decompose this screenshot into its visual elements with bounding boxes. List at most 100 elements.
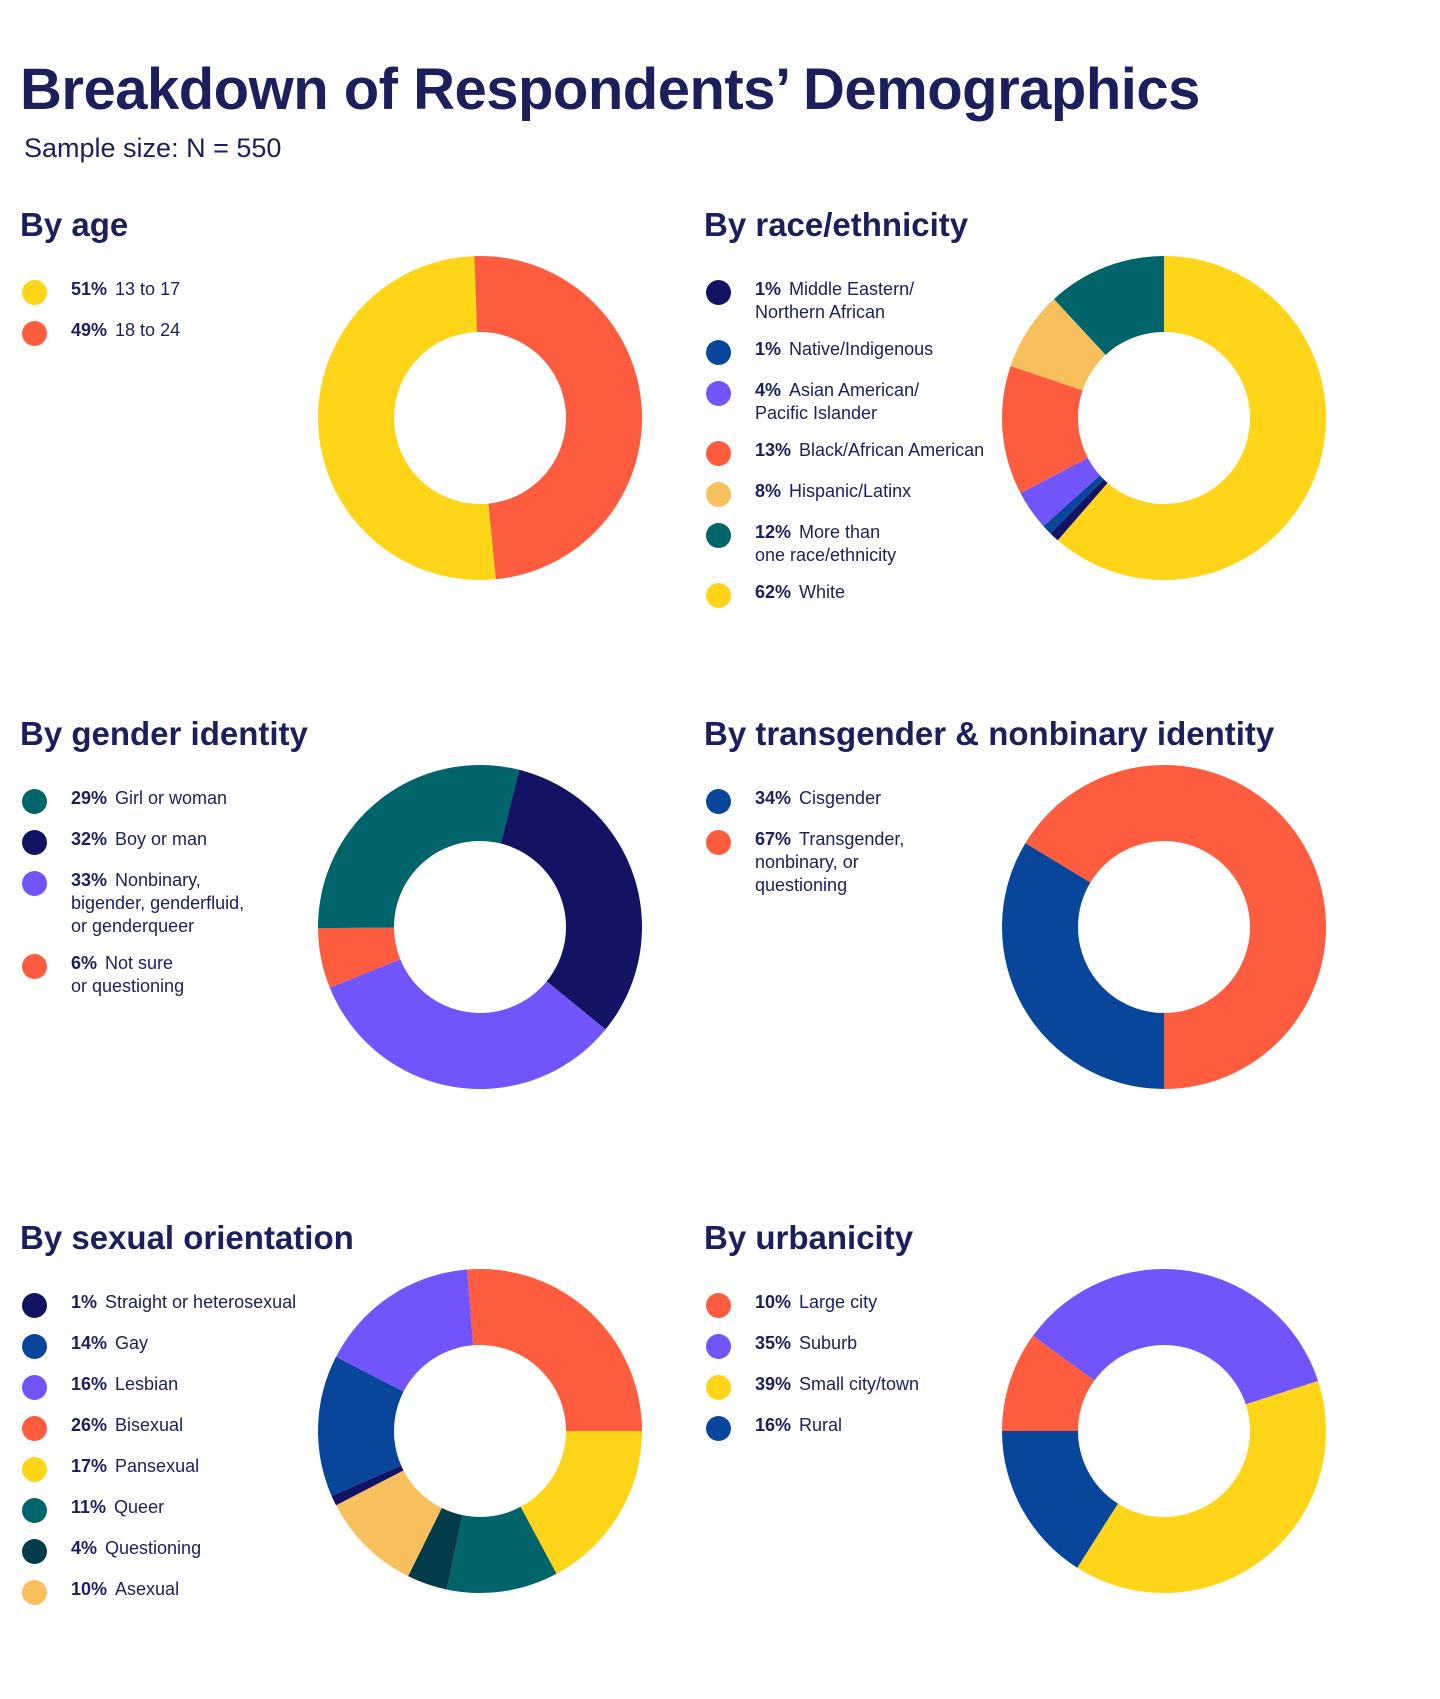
legend-label: Boy or man <box>115 829 208 849</box>
donut-slice-boy-or-man <box>500 769 643 1030</box>
legend-percent: 12% <box>755 522 792 542</box>
legend-text: 32% Boy or man <box>71 828 207 851</box>
legend-text: 16% Rural <box>755 1414 842 1437</box>
legend-swatch <box>22 1457 47 1482</box>
legend-label: Cisgender <box>799 788 882 808</box>
legend-label: Asexual <box>115 1579 180 1599</box>
legend-text: 49% 18 to 24 <box>71 319 180 342</box>
legend-label: Nonbinary, bigender, genderfluid, or gen… <box>71 870 245 936</box>
legend-percent: 34% <box>755 788 792 808</box>
legend-percent: 8% <box>755 481 782 501</box>
legend-item-asexual: 10% Asexual <box>22 1578 322 1605</box>
donut-slice-rural <box>1002 1431 1118 1568</box>
donut-slice-native-indigenous <box>1043 475 1104 534</box>
donut-slice-large-city <box>1002 1335 1095 1431</box>
legend-item-not-sure-or-questioning: 6% Not sure or questioning <box>22 952 322 998</box>
legend: 10% Large city 35% Suburb 39% Small city/town… <box>706 1291 1006 1455</box>
legend: 29% Girl or woman 32% Boy or man 33% Nonbinar… <box>22 787 322 1012</box>
donut-chart <box>1002 256 1327 580</box>
donut-slice-asexual <box>336 1470 442 1577</box>
legend-text: 14% Gay <box>71 1332 148 1355</box>
legend-item-middle-eastern-northern-african: 1% Middle Eastern/ Northern African <box>706 278 1006 324</box>
legend-label: White <box>799 582 846 602</box>
panel-title: By sexual orientation <box>20 1219 354 1256</box>
sample-size-subtitle: Sample size: N = 550 <box>24 133 282 163</box>
legend-item-bisexual: 26% Bisexual <box>22 1414 322 1441</box>
legend-label: Asian American/ Pacific Islander <box>755 380 920 423</box>
legend-swatch <box>706 1293 731 1318</box>
donut-slice-asian-american-pacific-islander <box>1020 457 1100 527</box>
legend-text: 6% Not sure or questioning <box>71 952 184 998</box>
donut-slice-transgender-nonbinary-or-questioning <box>1025 765 1326 1089</box>
donut-slice-more-than-one-race-ethnicity <box>1053 256 1164 355</box>
legend-percent: 10% <box>71 1579 108 1599</box>
legend-label: Black/African American <box>799 440 985 460</box>
legend-swatch <box>706 482 731 507</box>
panel-title: By age <box>20 206 129 243</box>
donut-slice-straight-or-heterosexual <box>331 1465 404 1506</box>
legend-percent: 4% <box>755 380 782 400</box>
legend-swatch <box>706 1416 731 1441</box>
legend-item-queer: 11% Queer <box>22 1496 322 1523</box>
legend-text: 4% Questioning <box>71 1537 201 1560</box>
legend-swatch <box>706 280 731 305</box>
legend-percent: 29% <box>71 788 108 808</box>
legend-label: Girl or woman <box>115 788 228 808</box>
donut-slice-white <box>1057 256 1327 580</box>
legend-percent: 4% <box>71 1538 98 1558</box>
donut-chart <box>1002 1269 1326 1593</box>
legend-item-more-than-one-race-ethnicity: 12% More than one race/ethnicity <box>706 521 1006 567</box>
legend-text: 16% Lesbian <box>71 1373 178 1396</box>
legend-label: Pansexual <box>115 1456 200 1476</box>
donut-slice-pansexual <box>520 1431 642 1574</box>
legend-swatch <box>22 1580 47 1605</box>
panel-title: By race/ethnicity <box>704 206 969 243</box>
donut-chart <box>317 764 643 1089</box>
legend-text: 4% Asian American/ Pacific Islander <box>755 379 919 425</box>
legend-item-pansexual: 17% Pansexual <box>22 1455 322 1482</box>
legend-text: 39% Small city/town <box>755 1373 919 1396</box>
donut-slice-lesbian <box>336 1269 474 1392</box>
legend-label: Not sure or questioning <box>71 953 185 996</box>
legend-swatch <box>706 1375 731 1400</box>
legend-item-hispanic-latinx: 8% Hispanic/Latinx <box>706 480 1006 507</box>
legend-label: More than one race/ethnicity <box>755 522 897 565</box>
donut-slice-cisgender <box>1001 843 1164 1089</box>
legend-label: Native/Indigenous <box>789 339 934 359</box>
legend-percent: 11% <box>71 1497 107 1517</box>
legend-text: 34% Cisgender <box>755 787 881 810</box>
transgender-nonbinary-panel: By transgender & nonbinary identity 34% C… <box>704 715 1404 1175</box>
legend-swatch <box>22 1539 47 1564</box>
legend-percent: 67% <box>755 829 792 849</box>
donut-slice-13-to-17 <box>318 256 496 581</box>
legend-label: Small city/town <box>799 1374 920 1394</box>
legend-label: Middle Eastern/ Northern African <box>755 279 915 322</box>
legend-percent: 33% <box>71 870 108 890</box>
donut-slice-black-african-american <box>1002 366 1088 494</box>
legend-text: 1% Native/Indigenous <box>755 338 933 361</box>
legend: 34% Cisgender 67% Transgender, nonbinary, o… <box>706 787 1006 911</box>
panel-title: By transgender & nonbinary identity <box>704 715 1275 752</box>
legend-swatch <box>22 954 47 979</box>
legend-label: Rural <box>799 1415 843 1435</box>
legend: 51% 13 to 17 49% 18 to 24 <box>22 278 322 360</box>
legend-swatch <box>22 1416 47 1441</box>
legend-percent: 1% <box>71 1292 98 1312</box>
legend-text: 17% Pansexual <box>71 1455 199 1478</box>
legend-item-transgender-nonbinary-or-questioning: 67% Transgender, nonbinary, or questionin… <box>706 828 1006 897</box>
legend-item-gay: 14% Gay <box>22 1332 322 1359</box>
legend-swatch <box>22 830 47 855</box>
donut-slice-questioning <box>408 1508 463 1590</box>
page-title: Breakdown of Respondents’ Demographics <box>20 57 1200 122</box>
sexual-orientation-panel: By sexual orientation 1% Straight or hete… <box>20 1219 720 1679</box>
legend-text: 13% Black/African American <box>755 439 984 462</box>
legend-percent: 51% <box>71 279 108 299</box>
legend-label: Lesbian <box>115 1374 179 1394</box>
donut-slice-queer <box>446 1506 557 1594</box>
legend-label: 18 to 24 <box>115 320 181 340</box>
legend: 1% Middle Eastern/ Northern African 1% Nati… <box>706 278 1006 622</box>
donut-slice-small-city-town <box>1077 1380 1326 1593</box>
legend-swatch <box>706 441 731 466</box>
legend-swatch <box>706 583 731 608</box>
legend-text: 1% Middle Eastern/ Northern African <box>755 278 914 324</box>
